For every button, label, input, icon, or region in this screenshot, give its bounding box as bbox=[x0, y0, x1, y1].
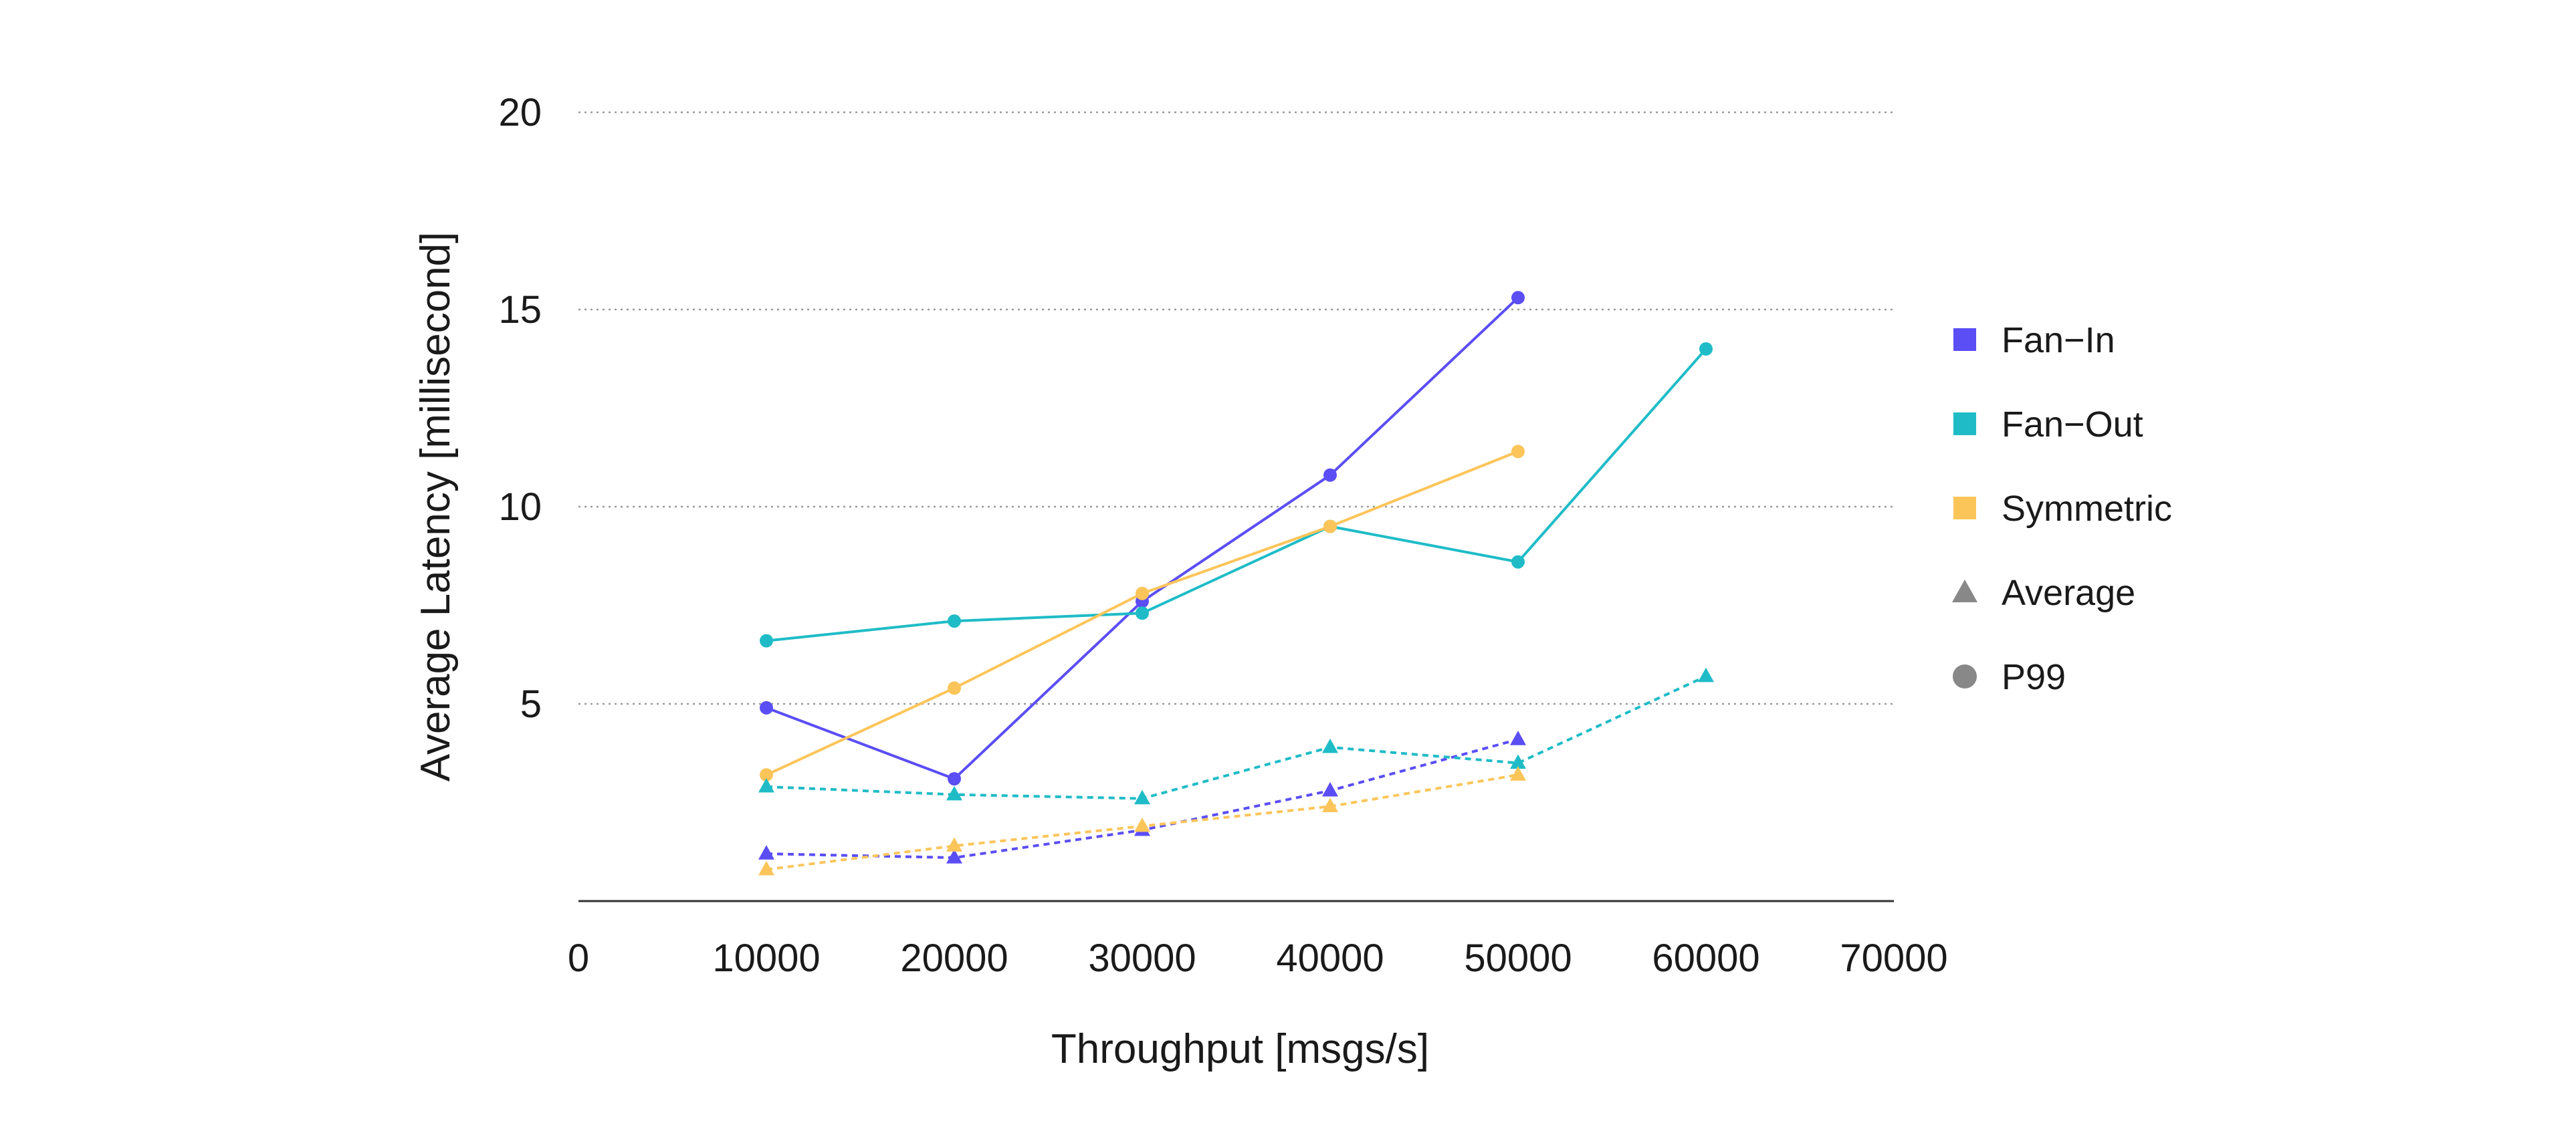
legend-swatch bbox=[1953, 412, 1976, 435]
grid-lines bbox=[578, 111, 1894, 705]
y-tick-label: 20 bbox=[498, 91, 542, 134]
legend-label: Fan−In bbox=[2002, 320, 2115, 360]
x-tick-label: 0 bbox=[568, 937, 589, 980]
data-point-fan-in-p99 bbox=[948, 772, 961, 786]
data-point-fan-in-p99 bbox=[760, 701, 773, 715]
data-point-fan-in-p99 bbox=[1511, 291, 1525, 305]
data-point-symmetric-p99 bbox=[1323, 519, 1337, 533]
legend-circle-icon bbox=[1953, 664, 1977, 689]
legend-item: Fan−In bbox=[1953, 320, 2115, 360]
data-point-fan-out-average bbox=[1698, 667, 1714, 682]
data-point-symmetric-p99 bbox=[1511, 445, 1525, 459]
legend-item: P99 bbox=[1953, 657, 2066, 697]
x-tick-label: 20000 bbox=[900, 937, 1008, 980]
legend-label: Average bbox=[2002, 573, 2135, 613]
legend-label: Symmetric bbox=[2002, 489, 2172, 529]
x-tick-label: 50000 bbox=[1464, 937, 1572, 980]
data-point-fan-out-p99 bbox=[1699, 342, 1713, 356]
legend-item: Symmetric bbox=[1953, 489, 2172, 529]
data-point-symmetric-average bbox=[758, 860, 774, 876]
x-tick-labels: 0 10000 20000 30000 40000 50000 60000 70000 bbox=[568, 937, 1948, 980]
data-point-symmetric-p99 bbox=[1136, 586, 1149, 600]
legend-triangle-icon bbox=[1952, 580, 1977, 602]
series-line-fan-out-p99 bbox=[766, 348, 1707, 642]
legend-item: Fan−Out bbox=[1953, 404, 2143, 445]
data-point-fan-out-p99 bbox=[1511, 555, 1525, 569]
data-point-symmetric-average bbox=[1322, 797, 1338, 813]
data-point-fan-out-average bbox=[1134, 789, 1150, 805]
legend-swatch bbox=[1953, 497, 1976, 519]
data-point-fan-out-p99 bbox=[760, 634, 773, 648]
y-tick-labels: 5 10 15 20 bbox=[498, 91, 542, 726]
y-tick-label: 10 bbox=[498, 485, 542, 529]
data-point-symmetric-average bbox=[946, 837, 962, 852]
x-tick-label: 40000 bbox=[1276, 937, 1384, 980]
data-point-symmetric-p99 bbox=[948, 681, 961, 695]
y-axis-label: Average Latency [millisecond] bbox=[413, 232, 459, 782]
data-point-fan-in-average bbox=[1510, 731, 1526, 745]
legend-item: Average bbox=[1952, 573, 2135, 613]
data-point-fan-in-average bbox=[1322, 781, 1338, 797]
data-point-fan-in-average bbox=[946, 849, 962, 864]
data-point-fan-out-average bbox=[1322, 738, 1338, 753]
data-point-symmetric-average bbox=[1134, 817, 1150, 832]
data-point-fan-out-average bbox=[758, 777, 774, 793]
data-point-fan-in-average bbox=[758, 845, 774, 860]
x-tick-label: 30000 bbox=[1088, 937, 1196, 980]
data-point-symmetric-average bbox=[1510, 766, 1526, 781]
legend: Fan−In Fan−Out Symmetric Average P99 bbox=[1952, 320, 2172, 697]
y-tick-label: 15 bbox=[498, 288, 542, 332]
series-markers bbox=[758, 291, 1714, 876]
x-tick-label: 10000 bbox=[712, 937, 820, 980]
x-tick-label: 70000 bbox=[1840, 937, 1947, 980]
data-point-fan-out-average bbox=[946, 785, 962, 801]
series-line-fan-in-p99 bbox=[766, 296, 1519, 781]
data-point-fan-out-p99 bbox=[948, 614, 961, 628]
legend-label: Fan−Out bbox=[2002, 404, 2143, 445]
x-tick-label: 60000 bbox=[1652, 937, 1759, 980]
series-lines bbox=[766, 296, 1707, 871]
data-point-fan-out-average bbox=[1510, 754, 1526, 769]
series-line-fan-out-average bbox=[766, 674, 1707, 800]
data-point-fan-out-p99 bbox=[1136, 606, 1149, 620]
legend-swatch bbox=[1953, 328, 1976, 351]
data-point-fan-in-p99 bbox=[1323, 468, 1337, 482]
legend-label: P99 bbox=[2002, 657, 2066, 697]
y-tick-label: 5 bbox=[520, 682, 542, 726]
x-axis-label: Throughput [msgs/s] bbox=[1051, 1026, 1429, 1072]
data-point-symmetric-p99 bbox=[760, 768, 773, 782]
